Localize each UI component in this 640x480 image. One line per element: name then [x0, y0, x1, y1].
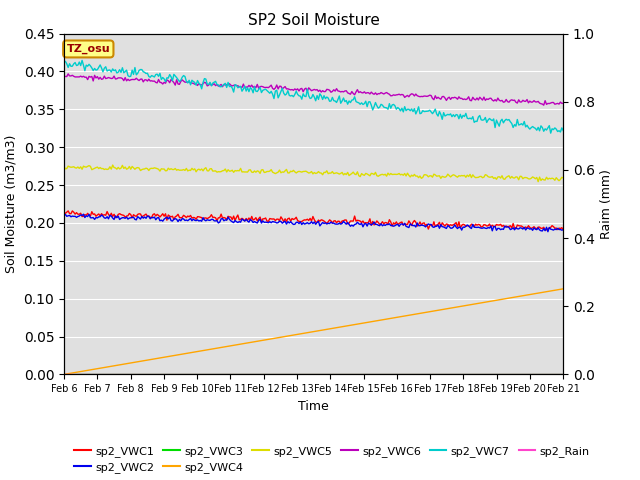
- Legend: sp2_VWC1, sp2_VWC2, sp2_VWC3, sp2_VWC4, sp2_VWC5, sp2_VWC6, sp2_VWC7, sp2_Rain: sp2_VWC1, sp2_VWC2, sp2_VWC3, sp2_VWC4, …: [70, 441, 595, 478]
- Y-axis label: Soil Moisture (m3/m3): Soil Moisture (m3/m3): [5, 135, 18, 273]
- Title: SP2 Soil Moisture: SP2 Soil Moisture: [248, 13, 380, 28]
- Y-axis label: Raim (mm): Raim (mm): [600, 169, 614, 239]
- Text: TZ_osu: TZ_osu: [67, 44, 110, 54]
- X-axis label: Time: Time: [298, 400, 329, 413]
